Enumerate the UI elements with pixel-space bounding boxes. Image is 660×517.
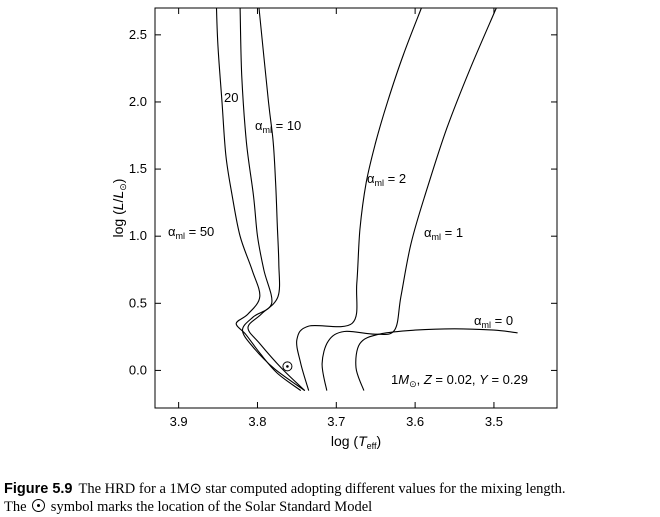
curves-group	[215, 7, 518, 392]
series-label-alpha-1: αml = 1	[424, 225, 463, 242]
y-tick-label: 1.0	[129, 228, 147, 243]
caption-figure-label: Figure 5.9	[4, 481, 73, 497]
axis-ticks: 3.9 3.8 3.7 3.6 3.5 0.0 0.5 1.0 1.5 2.0 2.5	[129, 8, 557, 429]
series-label-20: 20	[224, 90, 238, 105]
x-tick-label: 3.8	[248, 414, 266, 429]
x-tick-label: 3.7	[327, 414, 345, 429]
sun-symbol-icon	[32, 499, 46, 512]
caption-line-2: The symbol marks the location of the Sol…	[4, 498, 660, 516]
hrd-chart: 3.9 3.8 3.7 3.6 3.5 0.0 0.5 1.0 1.5 2.0 2.5 αml = …	[110, 7, 558, 451]
y-tick-label: 2.0	[129, 94, 147, 109]
x-tick-label: 3.6	[406, 414, 424, 429]
series-label-alpha-2: αml = 2	[367, 171, 406, 188]
x-tick-label: 3.9	[170, 414, 188, 429]
x-axis-title: log (Teff)	[331, 433, 381, 451]
model-annotation: 1M⊙, Z = 0.02, Y = 0.29	[391, 372, 528, 389]
series-line-5	[355, 328, 518, 391]
x-tick-label: 3.5	[485, 414, 503, 429]
series-line-0	[215, 7, 302, 392]
caption-text-2a: The	[4, 499, 27, 515]
y-tick-label: 1.5	[129, 161, 147, 176]
y-tick-label: 0.5	[129, 295, 147, 310]
series-label-alpha-50: αml = 50	[168, 224, 214, 241]
series-label-alpha-0: αml = 0	[474, 313, 513, 330]
caption-line-1: Figure 5.9 The HRD for a 1M⊙ star compute…	[4, 480, 660, 498]
y-axis-title: log (L/L⊙)	[110, 179, 128, 238]
caption-text-1: The HRD for a 1M⊙ star computed adopting…	[78, 481, 566, 497]
y-tick-label: 0.0	[129, 362, 147, 377]
series-label-alpha-10: αml = 10	[255, 118, 301, 135]
series-line-4	[321, 7, 497, 391]
y-tick-label: 2.5	[129, 27, 147, 42]
series-line-2	[247, 7, 306, 391]
figure-caption: Figure 5.9 The HRD for a 1M⊙ star compute…	[4, 480, 660, 516]
series-line-3	[296, 7, 422, 391]
sun-symbol-icon	[282, 361, 293, 372]
series-line-1	[239, 7, 306, 392]
plot-frame	[154, 7, 558, 409]
caption-text-2b: symbol marks the location of the Solar S…	[50, 499, 373, 515]
